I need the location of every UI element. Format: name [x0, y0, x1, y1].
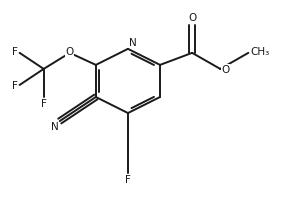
Text: O: O [221, 65, 230, 75]
Text: F: F [12, 81, 18, 91]
Text: F: F [125, 175, 131, 185]
Text: CH₃: CH₃ [250, 47, 270, 57]
Text: F: F [41, 99, 47, 109]
Text: O: O [66, 47, 74, 57]
Text: N: N [129, 38, 137, 48]
Text: F: F [12, 47, 18, 57]
Text: N: N [51, 122, 59, 132]
Text: O: O [188, 13, 196, 23]
